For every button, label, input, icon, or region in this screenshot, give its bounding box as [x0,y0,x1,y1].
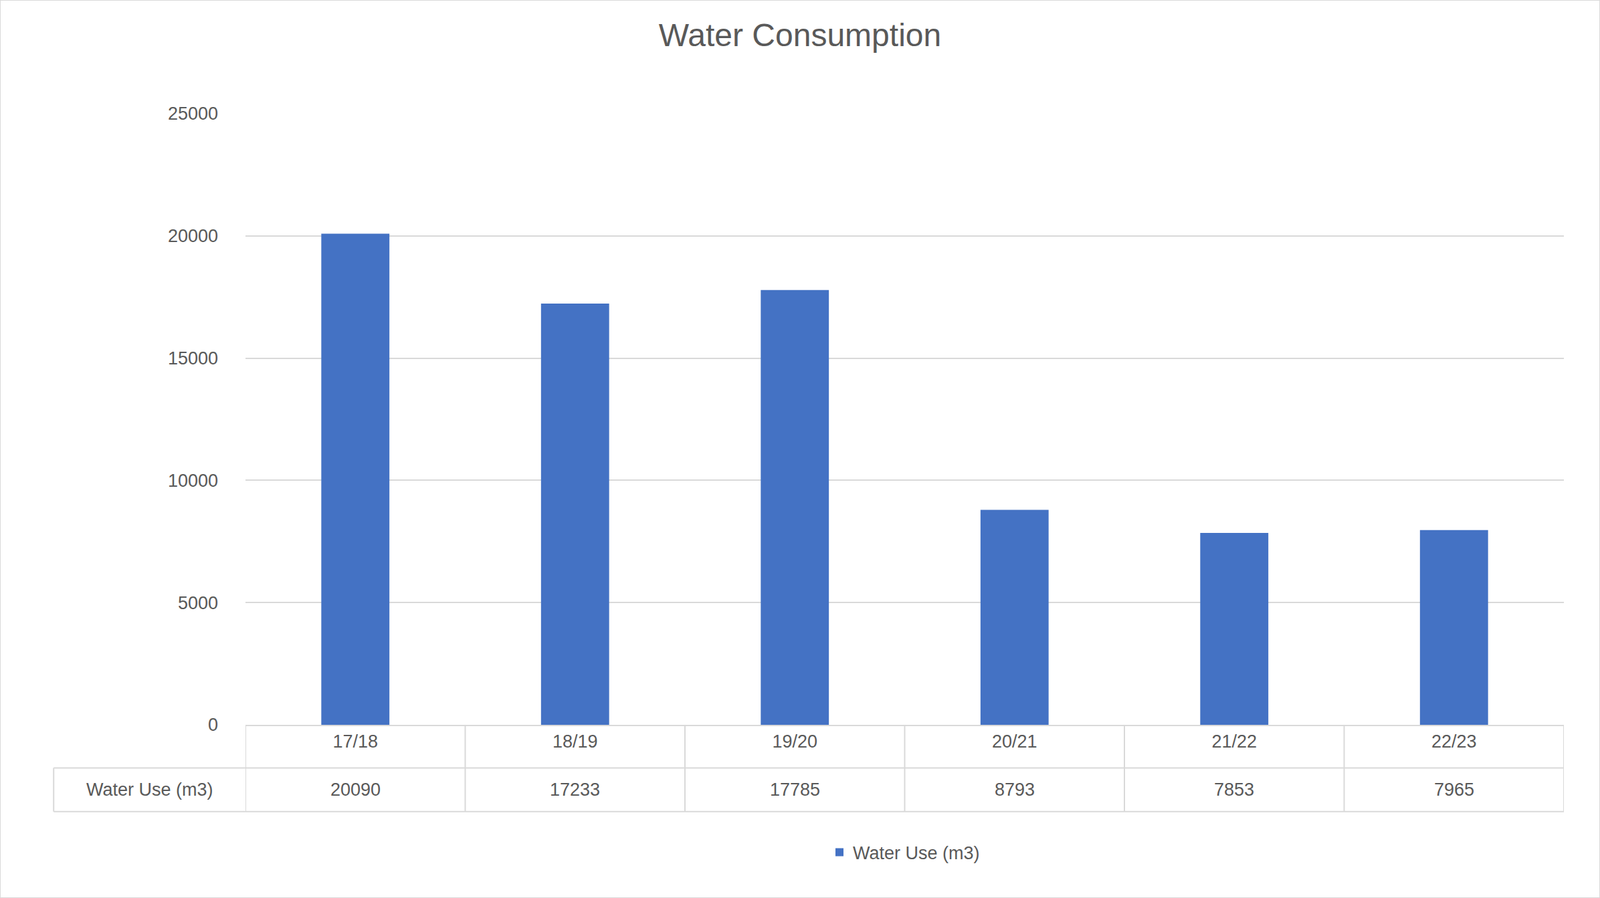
svg-text:5000: 5000 [177,593,219,614]
svg-text:Water Consumption: Water Consumption [658,17,942,53]
svg-text:Water Use (m3): Water Use (m3) [86,779,214,800]
svg-text:19/20: 19/20 [771,731,818,752]
svg-text:21/22: 21/22 [1211,731,1257,752]
svg-text:0: 0 [208,715,219,736]
svg-text:17233: 17233 [549,779,600,800]
svg-text:17785: 17785 [769,779,821,800]
svg-text:7965: 7965 [1434,779,1475,800]
svg-text:15000: 15000 [167,348,219,369]
svg-text:Water Use (m3): Water Use (m3) [852,843,980,864]
svg-text:10000: 10000 [167,470,219,491]
svg-text:8793: 8793 [994,779,1035,800]
svg-text:20000: 20000 [167,226,219,247]
svg-text:18/19: 18/19 [552,731,598,752]
svg-text:22/23: 22/23 [1431,731,1477,752]
svg-text:25000: 25000 [167,103,219,124]
svg-text:17/18: 17/18 [332,731,378,752]
svg-text:20090: 20090 [330,779,381,800]
svg-text:7853: 7853 [1214,779,1255,800]
svg-text:20/21: 20/21 [991,731,1038,752]
